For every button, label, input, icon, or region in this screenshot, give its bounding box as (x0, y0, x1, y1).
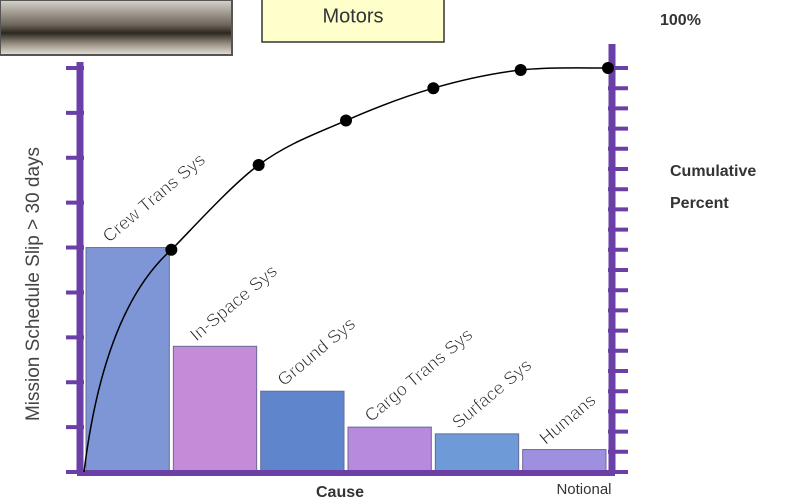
chart: Motors 100% Cumulative Percent Cause Not… (0, 0, 798, 504)
category-label: Humans (535, 390, 599, 448)
x-label: Cause (316, 484, 364, 501)
y2-label: Percent (670, 195, 729, 212)
bar (523, 450, 606, 472)
y2-label: Cumulative (670, 163, 756, 180)
bar (261, 391, 344, 472)
bar (435, 434, 518, 472)
y2-top-label: 100% (660, 12, 701, 29)
category-label: Surface Sys (448, 355, 535, 433)
bar (173, 346, 256, 472)
cumulative-point (427, 82, 439, 94)
cumulative-point (602, 62, 614, 74)
cumulative-line (171, 68, 608, 250)
cumulative-point (515, 64, 527, 76)
category-label: In-Space Sys (186, 261, 281, 345)
cumulative-point (340, 115, 352, 127)
banner: Motors (322, 5, 383, 27)
cumulative-point (253, 159, 265, 171)
photo (0, 0, 232, 55)
bar (86, 248, 169, 472)
bar (348, 427, 431, 472)
category-label: Crew Trans Sys (99, 149, 209, 246)
cumulative-point (165, 244, 177, 256)
y-label: Mission Schedule Slip > 30 days (23, 147, 44, 421)
annotation: Notional (556, 481, 611, 498)
category-label: Ground Sys (273, 313, 359, 389)
